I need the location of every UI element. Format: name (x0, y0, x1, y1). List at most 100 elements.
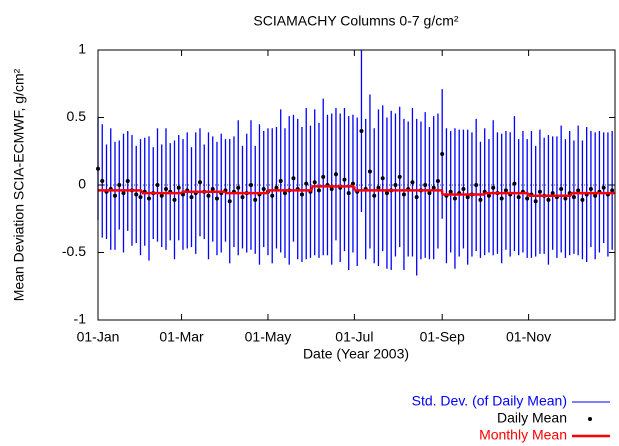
daily-mean-point (503, 188, 508, 193)
daily-mean-point (316, 188, 321, 193)
daily-mean-point (367, 169, 372, 174)
daily-mean-point (197, 180, 202, 185)
daily-mean-point (321, 174, 326, 179)
plot-area (96, 50, 615, 276)
chart-title: SCIAMACHY Columns 0-7 g/cm² (253, 13, 458, 29)
daily-mean-point (155, 183, 160, 187)
daily-mean-point (452, 196, 457, 201)
daily-mean-point (240, 195, 245, 200)
daily-mean-point (474, 183, 479, 187)
daily-mean-point (125, 178, 130, 183)
daily-mean-point (159, 193, 164, 198)
daily-mean-point (253, 197, 258, 202)
daily-mean-point (576, 188, 581, 193)
daily-mean-point (278, 178, 283, 183)
daily-mean-point (180, 192, 185, 197)
daily-mean-point (134, 192, 139, 197)
daily-mean-point (346, 191, 351, 196)
daily-mean-point (312, 180, 317, 185)
legend-label: Daily Mean (497, 410, 567, 426)
daily-mean-point (100, 178, 105, 183)
daily-mean-point (423, 183, 428, 187)
daily-mean-point (448, 189, 453, 194)
daily-mean-point (588, 187, 593, 192)
y-tick-label: 0.5 (67, 108, 87, 124)
x-tick-label: 01-Sep (420, 329, 465, 345)
daily-mean-point (376, 185, 381, 190)
daily-mean-point (372, 193, 377, 198)
daily-mean-point (189, 195, 194, 200)
x-tick-label: 01-May (245, 329, 292, 345)
daily-mean-point (563, 196, 568, 201)
daily-mean-point (499, 196, 504, 201)
daily-mean-point (601, 185, 606, 190)
daily-mean-point (282, 191, 287, 196)
daily-mean-point (333, 172, 338, 177)
daily-mean-point (121, 191, 126, 196)
daily-mean-point (465, 195, 470, 200)
daily-mean-point (112, 193, 117, 198)
daily-mean-point (593, 193, 598, 198)
daily-mean-point (329, 187, 334, 192)
daily-mean-point (431, 185, 436, 190)
daily-mean-point (486, 193, 491, 198)
x-tick-label: 01-Jan (77, 329, 120, 345)
daily-mean-point (270, 193, 275, 198)
daily-mean-point (533, 199, 538, 204)
daily-mean-point (172, 197, 177, 202)
daily-mean-point (491, 185, 496, 190)
daily-mean-point (414, 195, 419, 200)
daily-mean-point (525, 196, 530, 201)
daily-mean-point (261, 187, 266, 192)
x-tick-label: 01-Jul (335, 329, 373, 345)
daily-mean-point (206, 193, 211, 198)
daily-mean-point (214, 196, 219, 201)
legend-label: Monthly Mean (479, 427, 567, 443)
daily-mean-point (580, 197, 585, 202)
y-tick-label: 1 (78, 41, 86, 57)
daily-mean-point (163, 187, 168, 192)
daily-mean-point (478, 197, 483, 202)
daily-mean-point (117, 183, 122, 187)
daily-mean-point (248, 183, 253, 187)
daily-mean-point (512, 181, 517, 186)
y-axis-label: Mean Deviation SCIA-ECMWF, g/cm² (11, 68, 27, 301)
x-axis-label: Date (Year 2003) (303, 346, 409, 362)
y-tick-label: 0 (78, 176, 86, 192)
daily-mean-point (359, 129, 364, 133)
daily-mean-point (299, 192, 304, 197)
daily-mean-point (559, 187, 564, 192)
daily-mean-point (146, 196, 151, 201)
daily-mean-point (427, 191, 432, 196)
daily-mean-point (342, 177, 347, 182)
daily-mean-point (274, 185, 279, 190)
daily-mean-point (210, 187, 215, 192)
daily-mean-point (227, 199, 232, 204)
x-tick-label: 01-Nov (506, 329, 551, 345)
y-tick-label: -1 (74, 311, 87, 327)
daily-mean-point (350, 181, 355, 186)
daily-mean-point (610, 188, 615, 193)
daily-mean-point (236, 185, 241, 190)
x-tick-label: 01-Mar (159, 329, 204, 345)
daily-mean-point (546, 197, 551, 202)
daily-mean-point (537, 189, 542, 194)
daily-mean-point (571, 195, 576, 200)
daily-mean-point (291, 176, 296, 181)
legend-label: Std. Dev. (of Daily Mean) (412, 393, 567, 409)
daily-mean-point (435, 178, 440, 183)
y-tick-label: -0.5 (62, 243, 86, 259)
daily-mean-point (304, 181, 309, 186)
daily-mean-point (138, 195, 143, 200)
daily-mean-point (384, 191, 389, 196)
daily-mean-point (393, 183, 398, 187)
daily-mean-point (440, 151, 445, 156)
daily-mean-point (461, 187, 466, 192)
daily-mean-point (397, 174, 402, 179)
daily-mean-point (410, 180, 415, 185)
daily-mean-point (516, 195, 521, 200)
daily-mean-point (176, 185, 181, 190)
legend-marker (588, 417, 592, 421)
daily-mean-point (550, 191, 555, 196)
